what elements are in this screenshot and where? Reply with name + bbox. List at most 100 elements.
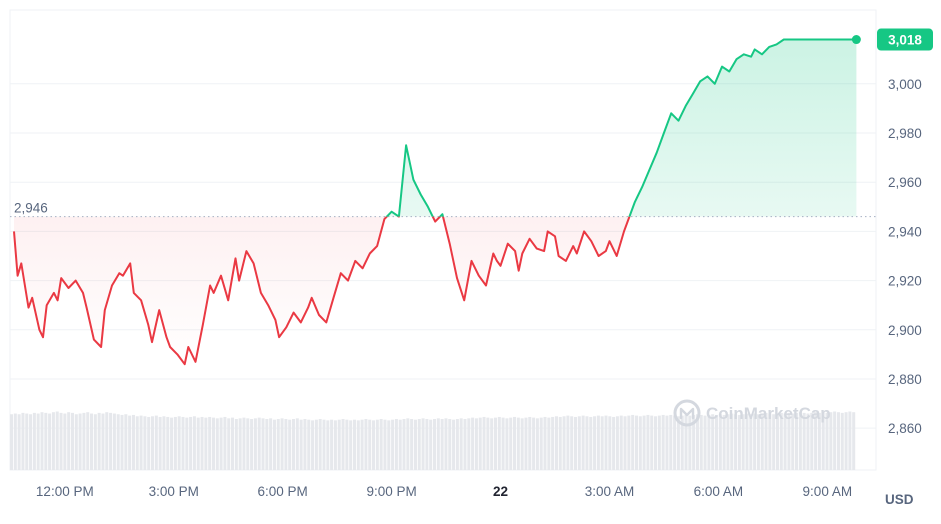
volume-bar bbox=[166, 416, 170, 470]
volume-bar bbox=[669, 414, 673, 470]
volume-bar bbox=[337, 419, 341, 470]
volume-bar bbox=[215, 418, 219, 470]
volume-bar bbox=[448, 419, 452, 470]
volume-bar bbox=[185, 417, 189, 470]
volume-bar bbox=[722, 414, 726, 470]
volume-bar bbox=[680, 415, 684, 470]
price-area bbox=[14, 39, 857, 365]
volume-bar bbox=[634, 415, 638, 470]
volume-bar bbox=[318, 419, 322, 470]
volume-bar bbox=[204, 417, 208, 470]
volume-bar bbox=[36, 413, 40, 470]
volume-bar bbox=[730, 413, 734, 470]
volume-bar bbox=[200, 416, 204, 470]
volume-bar bbox=[532, 417, 536, 470]
volume-bar bbox=[116, 414, 120, 470]
volume-bar bbox=[486, 417, 490, 470]
volume-bar bbox=[356, 420, 360, 470]
volume-bar bbox=[844, 412, 848, 470]
volume-bar bbox=[608, 416, 612, 470]
volume-bar bbox=[276, 419, 280, 470]
volume-bar bbox=[444, 418, 448, 470]
volume-bar bbox=[82, 412, 86, 470]
volume-bar bbox=[295, 418, 299, 470]
volume-bar bbox=[615, 416, 619, 470]
volume-bar bbox=[596, 415, 600, 470]
volume-bar bbox=[741, 414, 745, 470]
volume-bar bbox=[352, 419, 356, 470]
volume-bar bbox=[585, 416, 589, 470]
volume-bar bbox=[528, 416, 532, 470]
volume-bar bbox=[349, 420, 353, 470]
volume-bar bbox=[25, 413, 29, 470]
volume-bar bbox=[242, 417, 246, 470]
volume-bar bbox=[74, 414, 78, 470]
volume-bar bbox=[40, 412, 44, 470]
volume-bar bbox=[192, 416, 196, 470]
volume-bar bbox=[474, 418, 478, 470]
reference-label-bg bbox=[11, 199, 59, 215]
volume-bar bbox=[665, 415, 669, 470]
volume-bar bbox=[32, 412, 36, 470]
volume-bar bbox=[516, 417, 520, 470]
volume-bar bbox=[394, 419, 398, 470]
volume-bar bbox=[429, 419, 433, 470]
volume-bar bbox=[821, 412, 825, 470]
volume-bar bbox=[688, 415, 692, 470]
volume-bar bbox=[745, 413, 749, 470]
y-tick-label: 2,900 bbox=[888, 323, 922, 338]
volume-bar bbox=[231, 417, 235, 470]
volume-bar bbox=[391, 419, 395, 470]
volume-bar bbox=[684, 414, 688, 470]
volume-bar bbox=[760, 413, 764, 470]
volume-bar bbox=[234, 419, 238, 470]
volume-bar bbox=[749, 414, 753, 470]
volume-bar bbox=[558, 416, 562, 470]
price-area-up bbox=[14, 39, 857, 217]
volume-bar bbox=[772, 414, 776, 470]
volume-bar bbox=[21, 412, 25, 470]
volume-bar bbox=[272, 419, 276, 470]
volume-bar bbox=[726, 414, 730, 470]
volume-bar bbox=[196, 417, 200, 470]
price-line[interactable] bbox=[13, 38, 857, 366]
volume-bar bbox=[654, 416, 658, 470]
volume-bar bbox=[280, 418, 284, 470]
volume-bar bbox=[566, 415, 570, 470]
volume-bar bbox=[695, 414, 699, 470]
volume-bar bbox=[562, 416, 566, 470]
volume-bar bbox=[478, 417, 482, 470]
volume-bar bbox=[459, 418, 463, 470]
volume-bar bbox=[520, 418, 524, 470]
volume-bar bbox=[711, 414, 715, 470]
volume-bar bbox=[398, 419, 402, 470]
volume-bar bbox=[364, 419, 368, 470]
volume-bar bbox=[379, 419, 383, 470]
volume-bar bbox=[303, 419, 307, 470]
volume-bar bbox=[109, 412, 113, 470]
volume-bar bbox=[543, 416, 547, 470]
volume-bar bbox=[162, 416, 166, 470]
volume-bar bbox=[589, 416, 593, 470]
volume-bar bbox=[288, 419, 292, 470]
volume-bar bbox=[417, 419, 421, 470]
volume-bar bbox=[699, 414, 703, 470]
volume-bar bbox=[600, 416, 604, 470]
volume-bar bbox=[493, 417, 497, 470]
volume-bar bbox=[227, 418, 231, 470]
volume-bar bbox=[574, 416, 578, 470]
volume-bar bbox=[55, 411, 59, 470]
volume-bar bbox=[817, 412, 821, 470]
volume-bar bbox=[360, 419, 364, 470]
volume-bar bbox=[158, 416, 162, 470]
volume-bar bbox=[63, 413, 67, 470]
volume-bar bbox=[78, 413, 82, 470]
volume-bar bbox=[48, 413, 52, 470]
volume-bar bbox=[177, 416, 181, 470]
volume-bar bbox=[676, 416, 680, 470]
unit-label: USD bbox=[885, 492, 914, 507]
volume-bar bbox=[135, 416, 139, 470]
volume-bar bbox=[524, 417, 528, 470]
